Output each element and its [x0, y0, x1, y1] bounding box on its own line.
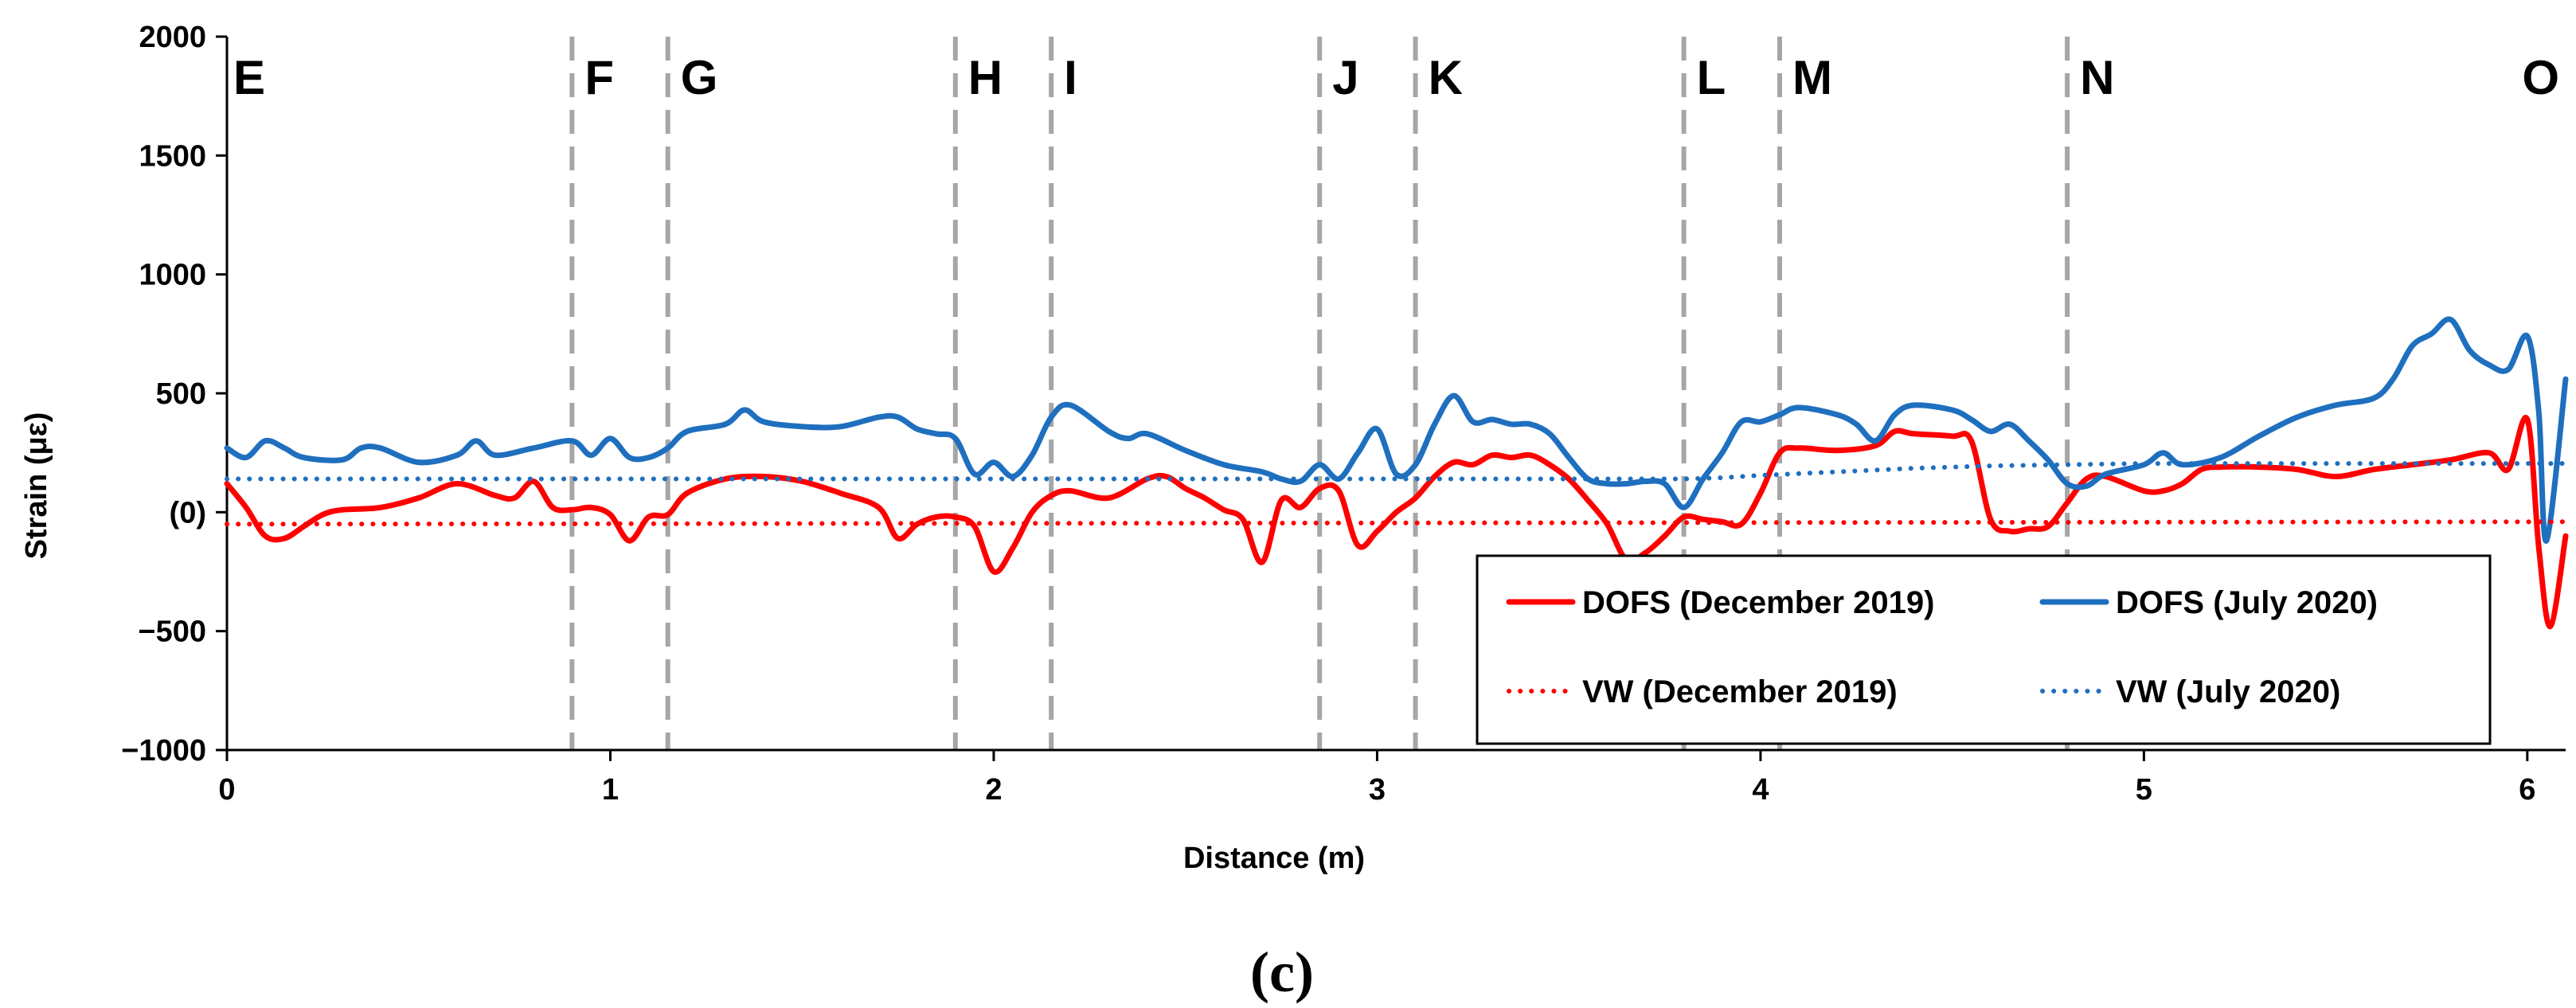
section-label-m: M	[1792, 51, 1832, 104]
y-axis-title: Strain (με)	[20, 412, 53, 560]
figure-caption: (c)	[1250, 940, 1314, 1004]
y-tick-label: 2000	[139, 21, 206, 54]
section-label-n: N	[2080, 51, 2114, 104]
series-line-4	[225, 461, 2568, 482]
x-tick-label: 6	[2519, 773, 2535, 807]
section-label-g: G	[681, 51, 718, 104]
legend-entry: VW (December 2019)	[1582, 674, 1898, 709]
legend-entry: DOFS (December 2019)	[1582, 585, 1934, 620]
section-label-i: I	[1064, 51, 1077, 104]
plot-area: E F G H I J K L M N O 2000 1500 1000 500 (0) −500 −1000 0 1…	[121, 21, 2569, 807]
y-tick-label: −500	[138, 615, 206, 649]
legend-entry: VW (July 2020)	[2116, 674, 2340, 709]
y-tick-label: 500	[156, 377, 206, 411]
section-label-j: J	[1332, 51, 1358, 104]
section-label-l: L	[1697, 51, 1726, 104]
section-label-k: K	[1429, 51, 1463, 104]
y-tick-label: −1000	[121, 734, 206, 768]
y-tick-label: (0)	[170, 496, 206, 529]
series-line-3	[225, 519, 2568, 527]
x-tick-label: 4	[1752, 773, 1769, 807]
section-label-f: F	[584, 51, 614, 104]
x-tick-label: 1	[602, 773, 619, 807]
y-tick-label: 1000	[139, 259, 206, 292]
legend-entry: DOFS (July 2020)	[2116, 585, 2378, 620]
series-line-1	[224, 414, 2569, 630]
section-label-e: E	[233, 51, 265, 104]
x-tick-label: 3	[1369, 773, 1386, 807]
section-label-h: H	[968, 51, 1003, 104]
x-tick-label: 0	[218, 773, 235, 807]
y-tick-label: 1500	[139, 139, 206, 173]
x-tick-label: 5	[2136, 773, 2152, 807]
section-label-o: O	[2522, 51, 2559, 104]
x-tick-label: 2	[985, 773, 1002, 807]
x-axis-title: Distance (m)	[1183, 842, 1365, 875]
legend-box	[1476, 554, 2492, 745]
